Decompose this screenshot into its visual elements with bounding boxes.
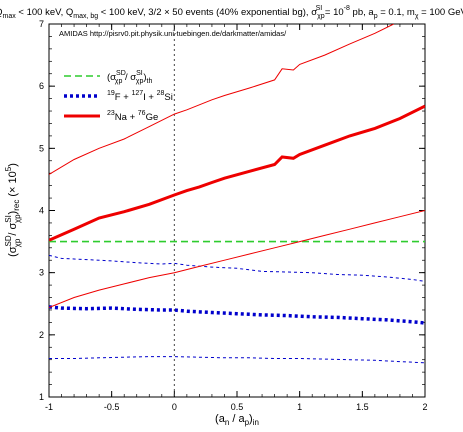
series-line-fisi_upper <box>49 254 425 282</box>
x-tick-label: 2 <box>422 402 427 412</box>
series-line-fisi_median <box>49 305 425 325</box>
y-axis-label: (σSDχp / σSIχp)rec (× 105) <box>4 163 22 257</box>
x-axis-label: (an / ap)in <box>215 413 259 427</box>
legend-label-fisi: 19F + 127I + 28Si <box>107 90 173 103</box>
y-tick-label: 3 <box>39 268 44 278</box>
x-tick-label: 0 <box>172 402 177 412</box>
axis-ticks <box>48 23 426 398</box>
series-line-nage_lower <box>49 210 425 308</box>
series-line-nage_upper <box>49 24 394 175</box>
legend-label-theory: (σSD χp / σSI χp)th <box>107 70 152 85</box>
chart-title: Qmax < 100 keV, Qmax, bg < 100 keV, 3/2 … <box>0 5 463 20</box>
y-tick-label: 6 <box>39 81 44 91</box>
legend-label-nage: 23Na + 76Ge <box>107 110 158 123</box>
y-tick-label: 4 <box>39 206 44 216</box>
legend: (σSD χp / σSI χp)th 19F + 127I + 28Si 23Na… <box>64 70 173 123</box>
series-line-fisi_lower <box>49 356 425 364</box>
x-tick-label: -0.5 <box>104 402 120 412</box>
y-tick-label: 1 <box>39 392 44 402</box>
y-tick-label: 7 <box>39 19 44 29</box>
tick-labels: -1 -0.5 0 0.5 1 1.5 2 1 2 3 4 5 6 7 <box>39 19 428 412</box>
y-tick-label: 5 <box>39 143 44 153</box>
x-tick-label: 0.5 <box>231 402 244 412</box>
plot-frame <box>48 23 426 398</box>
annotation-text: AMIDAS http://pisrv0.pit.physik.uni-tueb… <box>59 29 287 38</box>
x-tick-label: 1.5 <box>356 402 369 412</box>
x-tick-label: 1 <box>297 402 302 412</box>
y-tick-label: 2 <box>39 330 44 340</box>
x-tick-label: -1 <box>45 402 53 412</box>
series-line-nage_median <box>49 104 425 242</box>
